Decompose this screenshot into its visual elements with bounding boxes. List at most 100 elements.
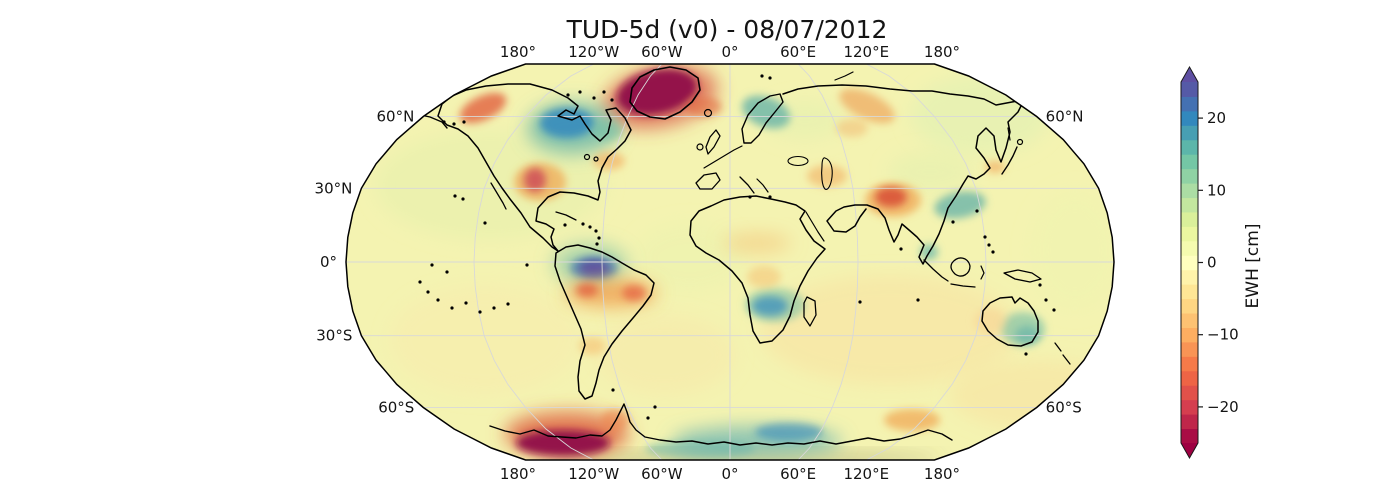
island-dot [588, 225, 592, 229]
tint-southern-ocean-orange [950, 360, 1114, 430]
top-lon-label: 180° [924, 43, 960, 61]
right-lat-label: 60°N [1046, 108, 1084, 126]
island-dot [566, 93, 570, 97]
island-dot [450, 306, 454, 310]
island-dot [436, 298, 440, 302]
anomaly-greenland-east-tail [686, 97, 722, 117]
anomaly-hudson-bay-core [540, 108, 594, 138]
island-dot [1038, 283, 1042, 287]
island-dot [951, 220, 955, 224]
anomaly-east-antarctica-teal2 [645, 440, 755, 458]
colorbar-segment [1181, 313, 1198, 328]
colorbar-segment [1181, 341, 1198, 357]
colorbar-tick-label: −20 [1207, 398, 1239, 416]
coast-new-guinea [1003, 269, 1042, 283]
left-lat-label: 60°N [377, 108, 415, 126]
coast-italy [739, 176, 755, 194]
left-lat-label: 30°N [315, 179, 353, 197]
coast-ireland [696, 143, 704, 151]
island-dot [983, 235, 987, 239]
bottom-lon-label: 180° [924, 465, 960, 483]
coast-sakhalin [1007, 127, 1011, 141]
island-dot [418, 280, 422, 284]
tint-ne-asia-green [910, 75, 1050, 155]
island-dot [858, 300, 862, 304]
anomaly-amazon-core [579, 260, 609, 276]
island-dot [462, 120, 466, 124]
coast-novaya-zemlya [834, 71, 854, 81]
colorbar-segment [1181, 255, 1198, 271]
right-lat-label: 60°S [1046, 398, 1082, 416]
island-dot [1044, 298, 1048, 302]
colorbar-segment [1181, 226, 1198, 242]
coast-nw-europe-coast [703, 145, 743, 169]
coast-sumatra [923, 259, 949, 282]
colorbar-segment [1181, 356, 1198, 372]
colorbar-segment [1181, 428, 1198, 444]
island-dot [464, 301, 468, 305]
anomaly-congo [747, 266, 781, 288]
colorbar-segment [1181, 399, 1198, 415]
island-dot [563, 223, 567, 227]
coast-borneo [950, 257, 971, 277]
map-outline [345, 63, 1115, 461]
colorbar-segment [1181, 168, 1198, 184]
colorbar-segment [1181, 154, 1198, 170]
coast-sulawesi [980, 265, 985, 280]
island-dot [445, 270, 449, 274]
island-dot [506, 302, 510, 306]
colorbar-segment [1181, 327, 1198, 343]
island-dot [610, 98, 614, 102]
colorbar-segment [1181, 96, 1198, 112]
figure-title: TUD-5d (v0) - 08/07/2012 [566, 15, 888, 44]
island-dot [426, 290, 430, 294]
island-dot [760, 74, 764, 78]
anomaly-korea [985, 161, 1005, 173]
island-dot [646, 416, 650, 420]
tint-bottom-edge-olive [550, 454, 940, 460]
island-dot [899, 247, 903, 251]
island-dot [483, 221, 487, 225]
anomaly-zambezi-core [752, 296, 788, 316]
graticule [346, 64, 1114, 460]
island-dot [595, 242, 599, 246]
island-dot [611, 388, 615, 392]
coast-madagascar [803, 296, 817, 327]
island-dot [430, 263, 434, 267]
tint-central-asia-green [888, 152, 972, 192]
coast-britain [705, 129, 721, 155]
coast-australia [981, 296, 1039, 347]
bottom-lon-label: 0° [721, 465, 738, 483]
meridian-120 [866, 64, 987, 460]
coast-asia [782, 84, 1025, 265]
anomaly-texas-core [524, 168, 546, 192]
island-dot [578, 90, 582, 94]
colorbar: 20 10 0 −10 −20 [1180, 65, 1239, 460]
anomaly-brazil-core-west [576, 283, 598, 297]
island-dot [461, 197, 465, 201]
island-dot [768, 76, 772, 80]
colorbar-tick-label: −10 [1207, 326, 1239, 344]
island-dot [916, 298, 920, 302]
coast-balkans [756, 178, 769, 193]
colorbar-segment [1181, 284, 1198, 300]
bottom-lon-label: 60°W [641, 465, 683, 483]
coast-japan [1001, 146, 1018, 175]
island-dot [1024, 352, 1028, 356]
island-dot [525, 263, 529, 267]
island-dot [442, 120, 446, 124]
coast-hokkaido [1016, 138, 1024, 146]
coast-scandinavia [741, 93, 784, 144]
island-dot [768, 195, 772, 199]
colorbar-arrow-min [1181, 443, 1198, 458]
bottom-lon-label: 120°W [568, 465, 619, 483]
left-lat-label: 30°S [316, 327, 352, 345]
anomaly-antarctic-peninsula [601, 409, 629, 431]
anomaly-argentina [579, 337, 605, 355]
colorbar-segment [1181, 183, 1198, 199]
colorbar-segment [1181, 385, 1198, 401]
island-dot [653, 405, 657, 409]
coast-red-sea [805, 211, 825, 242]
